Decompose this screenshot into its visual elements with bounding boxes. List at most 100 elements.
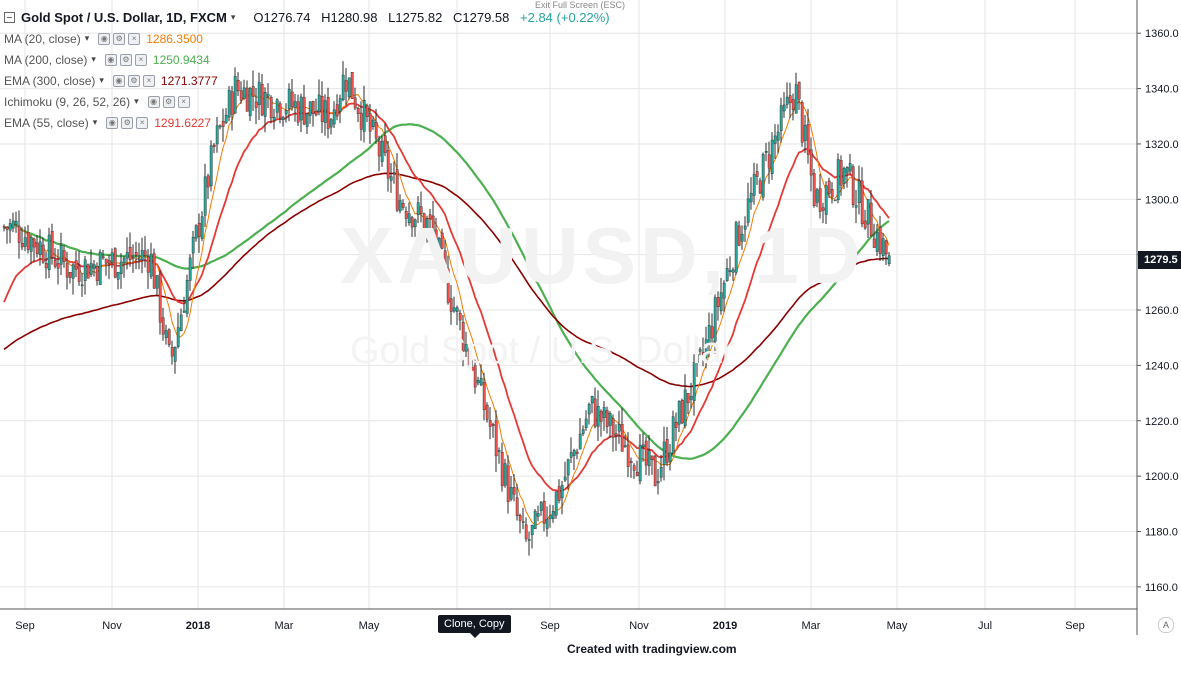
candle-body: [161, 317, 165, 335]
indicator-label[interactable]: EMA (55, close): [4, 115, 89, 130]
candle-body: [275, 99, 279, 113]
candle-body: [236, 79, 240, 92]
indicator-label[interactable]: MA (200, close): [4, 52, 88, 67]
candle-body: [209, 145, 213, 187]
candle-body: [761, 154, 765, 198]
candle-body: [62, 250, 66, 263]
candle-body: [587, 403, 591, 415]
candle-body: [509, 487, 513, 500]
candle: [374, 109, 378, 144]
eye-icon[interactable]: ◉: [104, 53, 117, 66]
candle: [101, 249, 105, 260]
candle: [383, 123, 387, 157]
candle: [401, 199, 405, 211]
candle: [524, 517, 528, 542]
candle: [146, 249, 150, 289]
indicator-row[interactable]: MA (20, close) ▾ ◉ ⚙ × 1286.3500: [4, 28, 617, 49]
candle: [722, 280, 726, 312]
gear-icon[interactable]: ⚙: [121, 116, 134, 129]
indicator-row[interactable]: EMA (300, close) ▾ ◉ ⚙ × 1271.3777: [4, 70, 617, 91]
candle: [665, 426, 669, 467]
indicator-row[interactable]: Ichimoku (9, 26, 52, 26) ▾ ◉ ⚙ ×: [4, 91, 617, 112]
eye-icon[interactable]: ◉: [147, 95, 160, 108]
candle-body: [734, 222, 738, 273]
candle-body: [23, 237, 27, 247]
candle-body: [350, 72, 354, 99]
candle-body: [470, 366, 474, 371]
eye-icon[interactable]: ◉: [112, 74, 125, 87]
indicator-row[interactable]: EMA (55, close) ▾ ◉ ⚙ × 1291.6227: [4, 112, 617, 133]
chevron-down-icon[interactable]: ▾: [230, 11, 236, 22]
time-tick-label: Mar: [802, 620, 821, 632]
candle-body: [524, 524, 528, 540]
candle: [677, 400, 681, 433]
candle: [800, 100, 804, 147]
close-icon[interactable]: ×: [177, 95, 190, 108]
candle-body: [314, 111, 318, 116]
candle-body: [230, 91, 234, 115]
indicator-label[interactable]: EMA (300, close): [4, 73, 96, 88]
candle-body: [533, 510, 537, 529]
gear-icon[interactable]: ⚙: [162, 95, 175, 108]
candle-body: [431, 215, 435, 235]
chevron-down-icon[interactable]: ▾: [134, 96, 139, 106]
close-icon[interactable]: ×: [136, 116, 149, 129]
candle-body: [302, 97, 306, 125]
chevron-down-icon[interactable]: ▾: [99, 75, 104, 85]
gear-icon[interactable]: ⚙: [113, 32, 126, 45]
candle: [20, 227, 24, 251]
candle: [536, 505, 540, 522]
candle: [788, 82, 792, 119]
symbol-row[interactable]: Gold Spot / U.S. Dollar, 1D, FXCM ▾ O127…: [4, 6, 617, 28]
candle-body: [551, 511, 555, 519]
candle-body: [17, 225, 21, 243]
candle-body: [188, 257, 192, 281]
indicator-label[interactable]: MA (20, close): [4, 31, 81, 46]
candle-body: [554, 491, 558, 516]
candle: [38, 229, 42, 266]
candle-body: [743, 225, 747, 230]
candle-body: [695, 353, 699, 363]
indicator-label[interactable]: Ichimoku (9, 26, 52, 26): [4, 94, 131, 109]
candle-body: [242, 87, 246, 99]
candle-body: [326, 97, 330, 129]
candle-body: [14, 220, 18, 225]
close-icon[interactable]: ×: [134, 53, 147, 66]
candle-body: [779, 105, 783, 131]
candle-body: [584, 418, 588, 428]
candle: [623, 434, 627, 448]
chevron-down-icon[interactable]: ▾: [91, 54, 96, 64]
eye-icon[interactable]: ◉: [106, 116, 119, 129]
candle-body: [212, 144, 216, 147]
candle-body: [728, 270, 732, 273]
eye-icon[interactable]: ◉: [98, 32, 111, 45]
candle-body: [653, 456, 657, 487]
indicator-row[interactable]: MA (200, close) ▾ ◉ ⚙ × 1250.9434: [4, 49, 617, 70]
candle: [455, 305, 459, 326]
auto-scale-button[interactable]: A: [1158, 617, 1174, 633]
gear-icon[interactable]: ⚙: [119, 53, 132, 66]
candle: [836, 153, 840, 204]
candle-body: [689, 396, 693, 400]
candle: [761, 152, 765, 201]
candle: [206, 173, 210, 199]
gear-icon[interactable]: ⚙: [127, 74, 140, 87]
symbol-title[interactable]: Gold Spot / U.S. Dollar, 1D, FXCM: [21, 9, 227, 25]
candle: [176, 312, 180, 349]
collapse-icon[interactable]: [4, 11, 15, 23]
close-icon[interactable]: ×: [142, 74, 155, 87]
candle: [386, 141, 390, 192]
candle: [449, 285, 453, 325]
candle-body: [866, 199, 870, 225]
close-icon[interactable]: ×: [128, 32, 141, 45]
exit-full-screen-hint[interactable]: Exit Full Screen (ESC): [535, 0, 626, 10]
candle-body: [74, 260, 78, 270]
candle: [335, 94, 339, 121]
chevron-down-icon[interactable]: ▾: [84, 33, 90, 43]
candle-body: [839, 160, 843, 186]
chevron-down-icon[interactable]: ▾: [92, 117, 98, 127]
candle: [41, 237, 45, 264]
candle-body: [143, 250, 147, 256]
candle: [341, 61, 345, 102]
